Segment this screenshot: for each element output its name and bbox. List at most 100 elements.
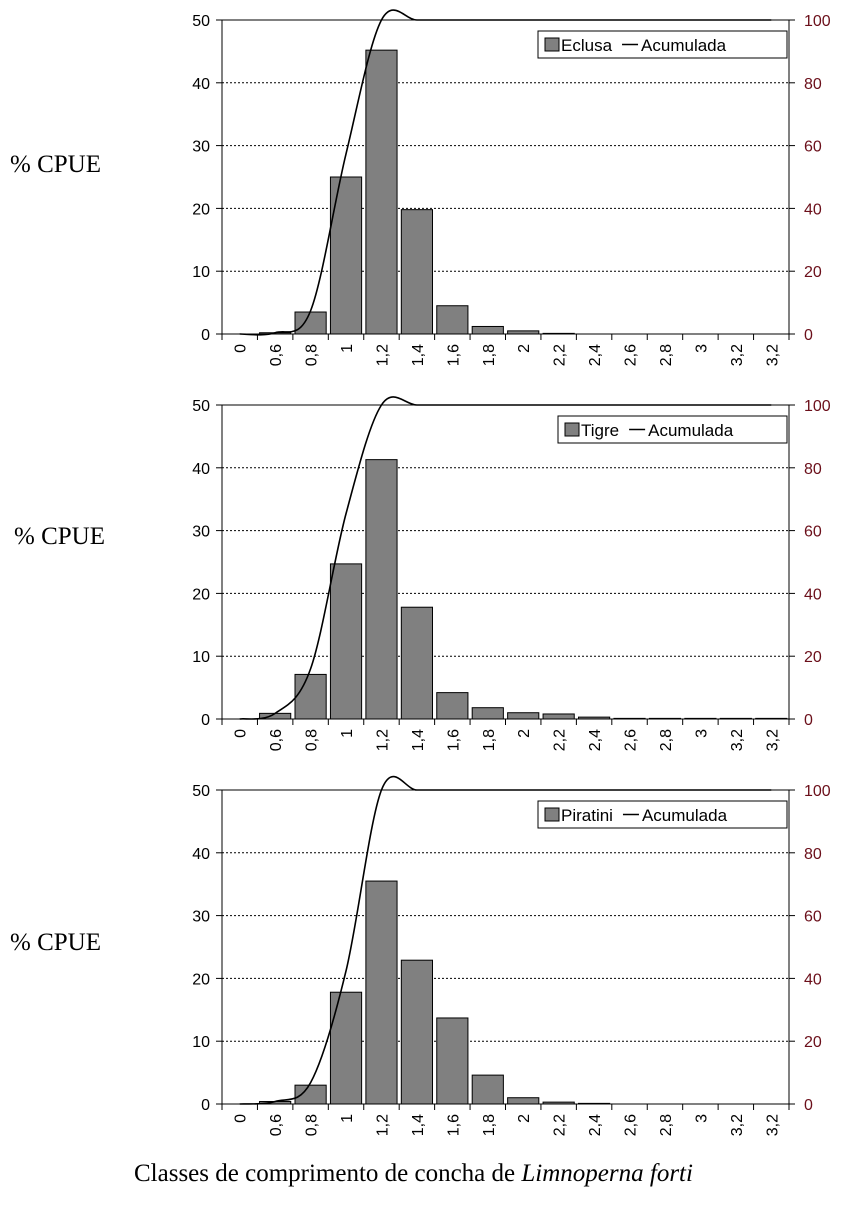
x-tick-label: 1,4 — [410, 344, 427, 366]
cumulative-line — [239, 9, 772, 336]
x-tick-label: 2 — [516, 729, 533, 738]
y2-tick-label: 20 — [804, 1034, 822, 1051]
legend-box — [537, 30, 788, 59]
panel-1: 0 10 20 30 40 50 0 20 40 60 80 100 0 0,6 0,8 1 1,2 1,4 1,6… — [10, 9, 831, 366]
y2-tick-label: 0 — [804, 712, 813, 729]
x-tick-label: 3 — [693, 1114, 710, 1123]
caption-species: Limnoperna forti — [521, 1160, 693, 1187]
y-tick-label: 20 — [192, 201, 210, 218]
x-tick-label: 0 — [233, 729, 250, 738]
y-tick-label: 50 — [192, 13, 210, 30]
bar — [365, 880, 398, 1105]
legend-swatch-bar — [544, 807, 560, 822]
bar — [365, 49, 398, 335]
x-tick-label: 1,8 — [481, 344, 498, 366]
x-tick-label: 2 — [516, 344, 533, 353]
x-tick-label: 1 — [339, 729, 356, 738]
bar — [365, 459, 398, 720]
legend-swatch-bar — [564, 422, 580, 437]
y2-tick-label: 20 — [804, 649, 822, 666]
x-tick-label: 2,4 — [587, 729, 604, 751]
cumulative-line — [239, 775, 772, 1105]
x-tick-label: 1,4 — [410, 1114, 427, 1136]
y-tick-label: 0 — [201, 327, 210, 344]
legend-swatch-bar — [544, 37, 560, 52]
y2-tick-label: 40 — [804, 971, 822, 988]
x-tick-label: 3 — [693, 344, 710, 353]
panel-3: 0 10 20 30 40 50 0 20 40 60 80 100 0 0,6 0,8 1 1,2 1,4 1,6… — [10, 775, 831, 1136]
bar — [400, 606, 433, 720]
y-tick-label: 20 — [192, 586, 210, 603]
legend-box — [537, 800, 788, 829]
y2-tick-label: 80 — [804, 76, 822, 93]
x-tick-label: 1,2 — [374, 729, 391, 751]
x-tick-label: 1,4 — [410, 729, 427, 751]
x-tick-label: 3,2 — [729, 344, 746, 366]
x-tick-label: 1,8 — [481, 1114, 498, 1136]
bar — [329, 991, 363, 1105]
bar — [294, 1084, 327, 1105]
y-tick-label: 40 — [192, 461, 210, 478]
bar — [471, 707, 504, 720]
y2-tick-label: 100 — [804, 398, 831, 415]
cumulative-line — [239, 396, 772, 720]
legend: Piratini Acumulada — [537, 800, 788, 829]
x-tick-label: 2 — [516, 1114, 533, 1123]
x-tick-label: 2,8 — [658, 729, 675, 751]
legend: Eclusa Acumulada — [537, 30, 788, 59]
bar — [294, 311, 327, 335]
y-tick-label: 50 — [192, 398, 210, 415]
y2-tick-label: 20 — [804, 264, 822, 281]
legend-box — [557, 415, 788, 444]
bar — [436, 1017, 469, 1105]
bar — [471, 325, 504, 335]
y-tick-label: 10 — [192, 1034, 210, 1051]
bar — [542, 713, 575, 720]
y2-tick-label: 40 — [804, 586, 822, 603]
x-tick-label: 1,6 — [445, 729, 462, 751]
legend-label: Acumulada — [648, 421, 734, 440]
bar — [329, 176, 363, 335]
y-tick-label: 0 — [201, 1097, 210, 1114]
x-tick-label: 2,8 — [658, 1114, 675, 1136]
legend-label: Piratini — [561, 806, 613, 825]
x-tick-label: 2,6 — [623, 344, 640, 366]
x-tick-label: 2,8 — [658, 344, 675, 366]
x-tick-label: 1,2 — [374, 344, 391, 366]
y-tick-label: 30 — [192, 524, 210, 541]
y-tick-label: 10 — [192, 649, 210, 666]
x-tick-label: 0,8 — [304, 729, 321, 751]
y-tick-label: 30 — [192, 909, 210, 926]
bar — [507, 1097, 540, 1105]
x-tick-label: 1 — [339, 1114, 356, 1123]
x-tick-label: 2,2 — [552, 344, 569, 366]
y2-tick-label: 80 — [804, 846, 822, 863]
bar — [436, 305, 469, 335]
x-tick-label: 0,8 — [304, 1114, 321, 1136]
x-tick-label: 0,6 — [268, 1114, 285, 1136]
bar — [507, 712, 540, 720]
panel-2: 0 10 20 30 40 50 0 20 40 60 80 100 0 0,6 0,8 1 1,2 1,4 1,6… — [14, 396, 831, 751]
bar — [400, 209, 433, 335]
x-tick-label: 3,2 — [729, 1114, 746, 1136]
x-tick-label: 2,2 — [552, 729, 569, 751]
y2-tick-label: 60 — [804, 524, 822, 541]
y2-tick-label: 40 — [804, 201, 822, 218]
y2-tick-label: 0 — [804, 327, 813, 344]
x-tick-label: 0,8 — [304, 344, 321, 366]
x-tick-label: 2,4 — [587, 344, 604, 366]
y2-tick-label: 60 — [804, 909, 822, 926]
y2-tick-label: 60 — [804, 139, 822, 156]
legend: Tigre Acumulada — [557, 415, 788, 444]
legend-label: Tigre — [581, 421, 619, 440]
x-tick-label: 3,2 — [764, 1114, 781, 1136]
legend-label: Acumulada — [642, 806, 728, 825]
x-tick-label: 2,6 — [623, 729, 640, 751]
x-tick-label: 2,4 — [587, 1114, 604, 1136]
x-tick-label: 2,6 — [623, 1114, 640, 1136]
y2-tick-label: 80 — [804, 461, 822, 478]
y2-tick-label: 0 — [804, 1097, 813, 1114]
x-tick-label: 3,2 — [764, 344, 781, 366]
y2-tick-label: 100 — [804, 783, 831, 800]
x-tick-label: 0 — [233, 1114, 250, 1123]
